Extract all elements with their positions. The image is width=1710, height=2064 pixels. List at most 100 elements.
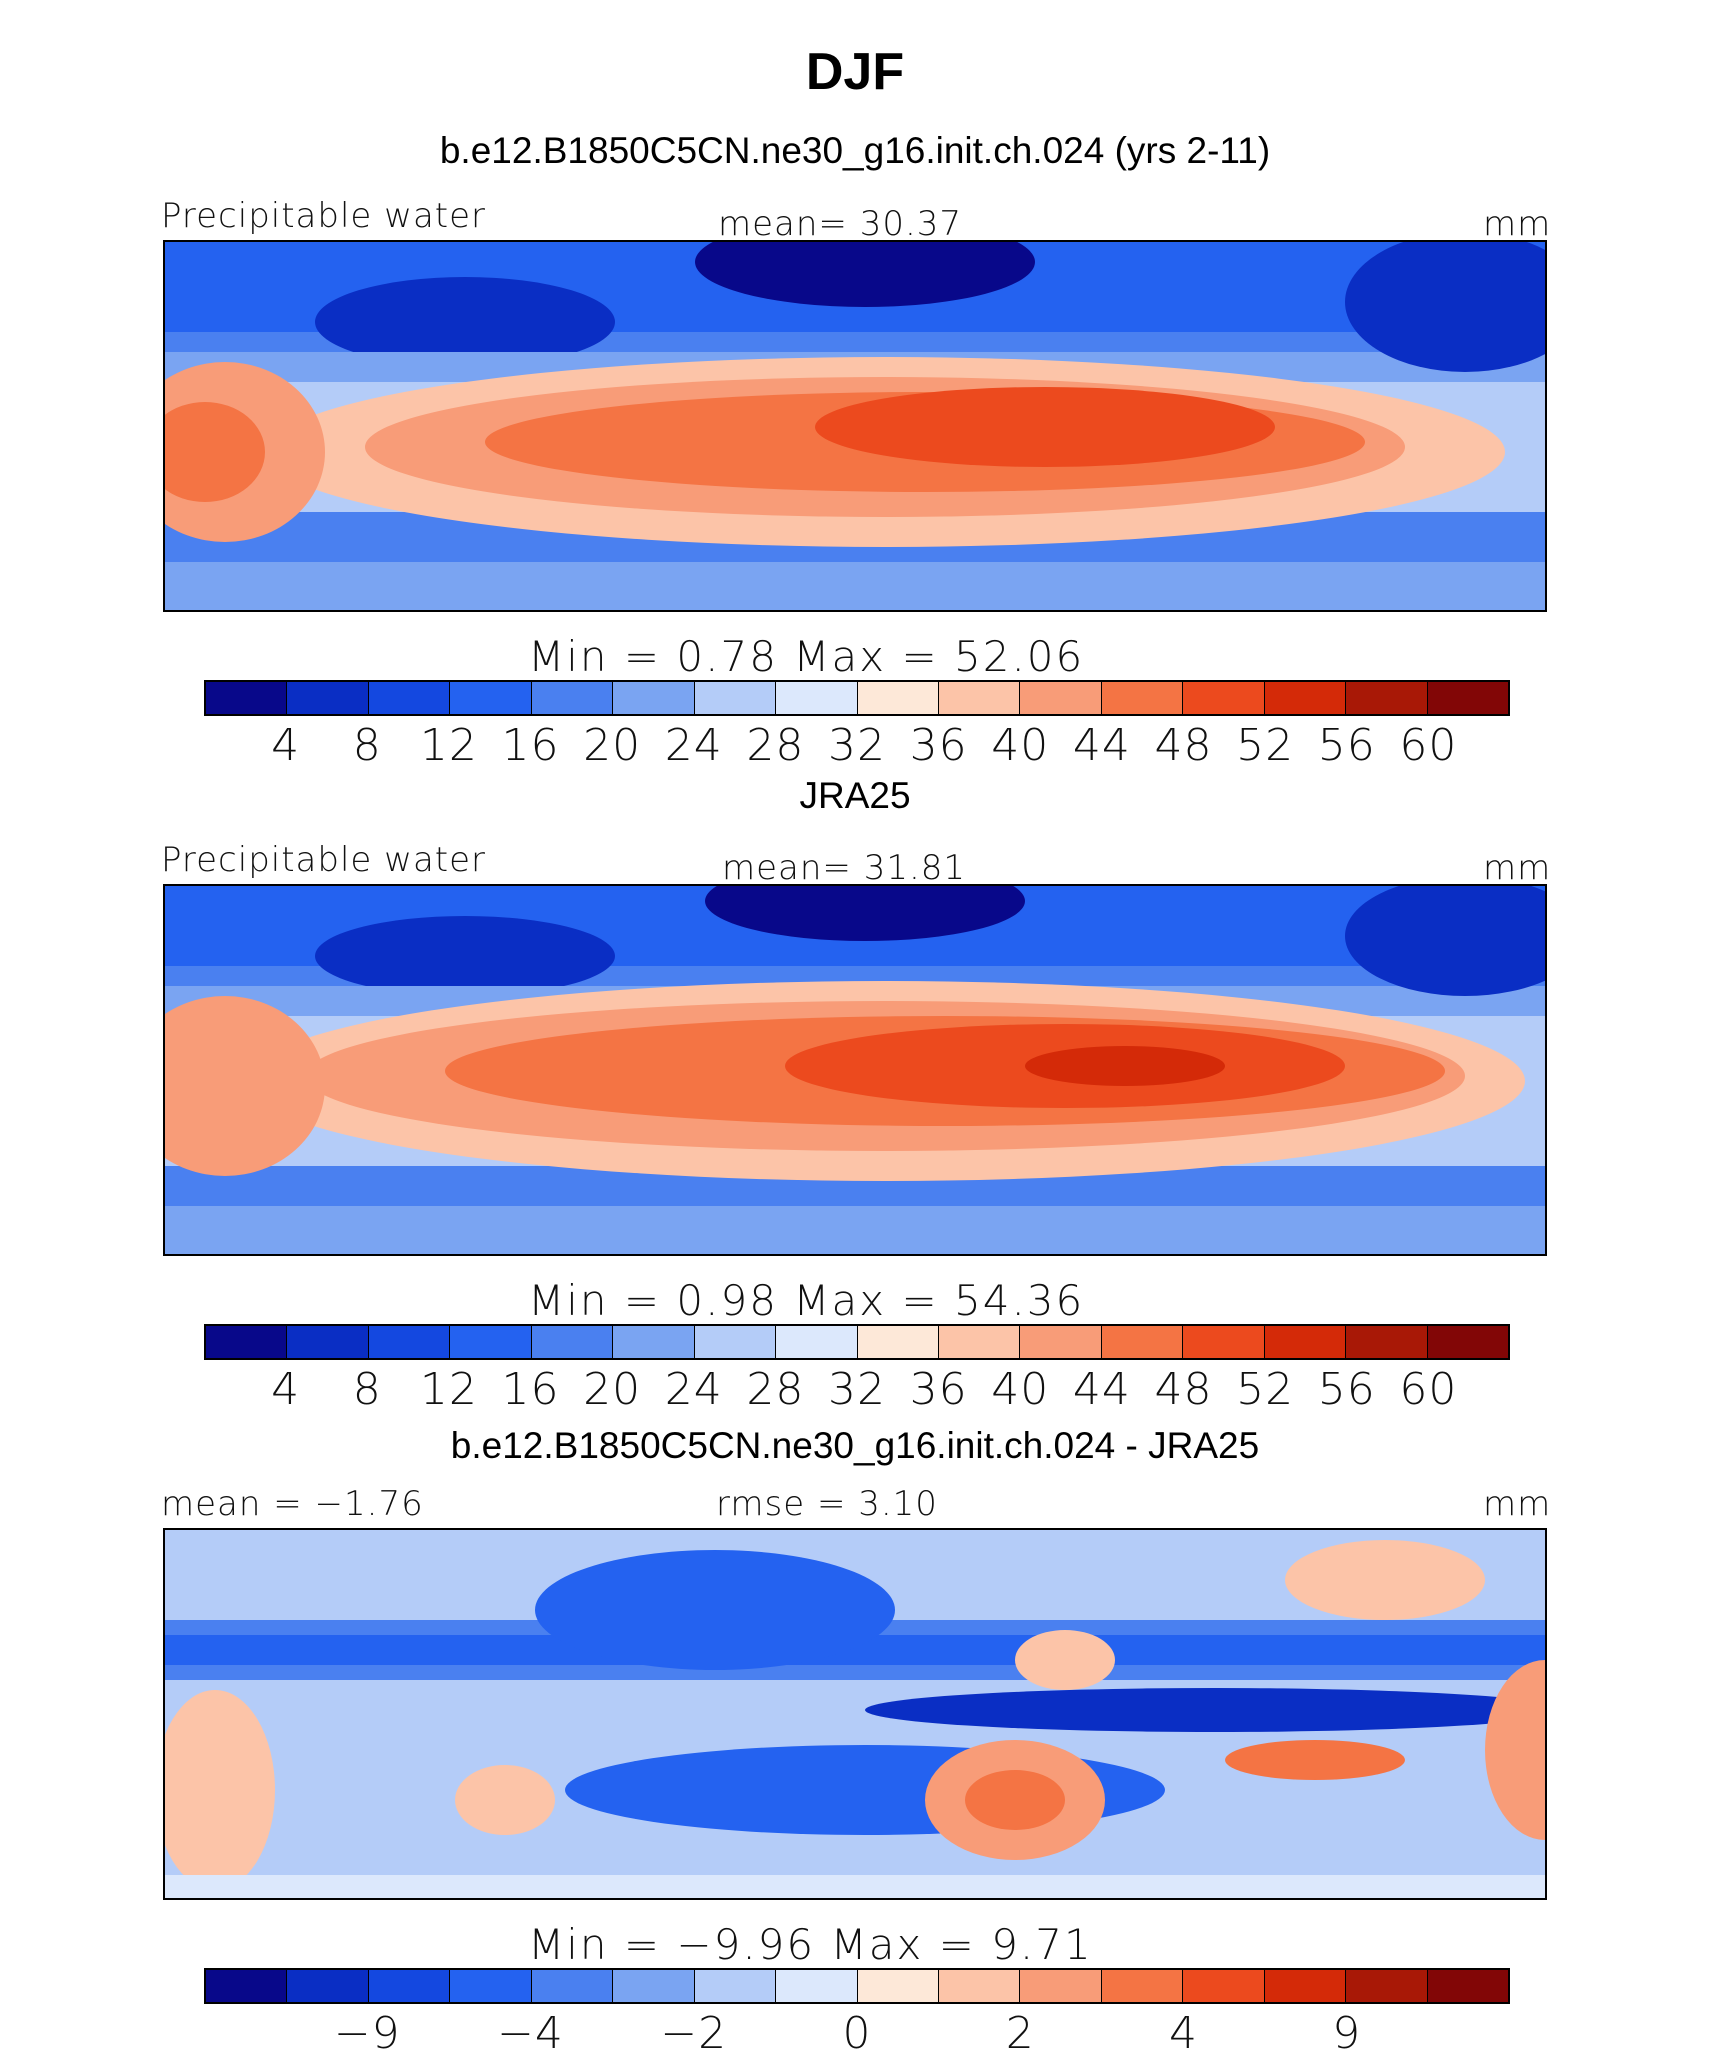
panel-1-mean-label: mean= 30.37 <box>718 204 963 244</box>
panel-1-tick-label: 24 <box>664 720 723 771</box>
panel-2-field <box>165 886 1545 1254</box>
panel-1-tick-label: 40 <box>991 720 1050 771</box>
figure-title: DJF <box>805 43 905 101</box>
panel-1-colorbar-box <box>776 682 858 714</box>
panel-3-tick-label: −9 <box>333 2008 401 2059</box>
panel-2-colorbar-box <box>1346 1326 1428 1358</box>
panel-2-title: JRA25 <box>799 775 911 816</box>
panel-2-colorbar-box <box>368 1326 451 1358</box>
panel-1-colorbar-box <box>450 682 532 714</box>
panel-1-tick-label: 28 <box>746 720 805 771</box>
panel-2-tick-label: 8 <box>352 1364 382 1415</box>
panel-3-colorbar-box <box>694 1970 777 2002</box>
panel-3-colorbar-box <box>613 1970 695 2002</box>
panel-3-tick-label: −4 <box>497 2008 564 2059</box>
panel-1-tick-label: 48 <box>1154 720 1213 771</box>
panel-2-colorbar-box <box>613 1326 695 1358</box>
panel-1-field <box>165 242 1545 610</box>
panel-2-mean-label: mean= 31.81 <box>722 848 967 888</box>
panel-1-tick-label: 12 <box>419 720 478 771</box>
panel-2-colorbar <box>204 1324 1510 1360</box>
panel-3-tick-label: 4 <box>1169 2008 1198 2059</box>
panel-2-colorbar-box <box>531 1326 614 1358</box>
panel-1-tick-label: 36 <box>909 720 968 771</box>
panel-2-colorbar-box <box>857 1326 939 1358</box>
panel-2-colorbar-box <box>206 1326 288 1358</box>
panel-2-colorbar-box <box>1264 1326 1347 1358</box>
panel-1-tick-label: 60 <box>1399 720 1458 771</box>
panel-1-tick-label: 8 <box>352 720 382 771</box>
panel-3-tick-label: −2 <box>660 2008 728 2059</box>
panel-2-tick-label: 40 <box>991 1364 1050 1415</box>
panel-2-tick-label: 48 <box>1154 1364 1213 1415</box>
panel-3-tick-label: 2 <box>1005 2008 1035 2059</box>
panel-1-colorbar-box <box>938 682 1021 714</box>
panel-1-colorbar <box>204 680 1510 716</box>
panel-1-tick-label: 32 <box>828 720 886 771</box>
panel-1-tick-label: 56 <box>1317 720 1376 771</box>
panel-2-colorbar-box <box>1020 1326 1102 1358</box>
panel-2-colorbar-box <box>776 1326 858 1358</box>
panel-2-tick-label: 12 <box>419 1364 478 1415</box>
panel-1-colorbar-box <box>206 682 288 714</box>
panel-2-minmax: Min = 0.98 Max = 54.36 <box>528 1276 1085 1325</box>
panel-1-minmax: Min = 0.78 Max = 52.06 <box>528 632 1085 681</box>
panel-2-colorbar-box <box>1427 1326 1508 1358</box>
panel-3-colorbar-box <box>1183 1970 1265 2002</box>
panel-1-colorbar-box <box>857 682 939 714</box>
panel-3-colorbar-box <box>938 1970 1021 2002</box>
panel-1-tick-label: 20 <box>583 720 642 771</box>
panel-3-colorbar-box <box>287 1970 369 2002</box>
panel-2-variable-label: Precipitable water <box>161 840 487 880</box>
panel-2-colorbar-box <box>694 1326 777 1358</box>
panel-2-tick-label: 28 <box>746 1364 805 1415</box>
panel-2-colorbar-box <box>1183 1326 1265 1358</box>
panel-2-tick-label: 20 <box>583 1364 642 1415</box>
panel-2-colorbar-box <box>1101 1326 1184 1358</box>
panel-2-tick-label: 36 <box>909 1364 968 1415</box>
panel-1-colorbar-box <box>287 682 369 714</box>
panel-2-tick-label: 24 <box>664 1364 723 1415</box>
panel-2-colorbar-box <box>287 1326 369 1358</box>
panel-1-colorbar-box <box>1101 682 1184 714</box>
panel-3-colorbar-box <box>1346 1970 1428 2002</box>
panel-3-mean-label: mean = −1.76 <box>161 1484 424 1524</box>
panel-1-colorbar-box <box>1183 682 1265 714</box>
panel-3-rmse-label: rmse = 3.10 <box>716 1484 938 1524</box>
panel-3-map <box>163 1528 1547 1900</box>
panel-3-units: mm <box>1483 1484 1552 1524</box>
panel-1-colorbar-box <box>613 682 695 714</box>
panel-3-colorbar <box>204 1968 1510 2004</box>
panel-3-colorbar-box <box>368 1970 451 2002</box>
panel-2-colorbar-box <box>938 1326 1021 1358</box>
panel-1-title: b.e12.B1850C5CN.ne30_g16.init.ch.024 (yr… <box>439 130 1271 171</box>
panel-3-field <box>165 1530 1545 1898</box>
panel-1-colorbar-box <box>1020 682 1102 714</box>
panel-1-tick-label: 4 <box>271 720 301 771</box>
panel-2-tick-label: 16 <box>501 1364 560 1415</box>
panel-3-colorbar-box <box>1101 1970 1184 2002</box>
panel-3-tick-label: 0 <box>842 2008 872 2059</box>
panel-2-units: mm <box>1483 848 1552 888</box>
panel-2-tick-label: 32 <box>828 1364 886 1415</box>
panel-1-colorbar-box <box>368 682 451 714</box>
panel-1-colorbar-box <box>1346 682 1428 714</box>
panel-2-tick-label: 56 <box>1317 1364 1376 1415</box>
panel-2-tick-label: 60 <box>1399 1364 1458 1415</box>
panel-2-map <box>163 884 1547 1256</box>
panel-2-tick-label: 52 <box>1236 1364 1295 1415</box>
panel-1-units: mm <box>1483 204 1552 244</box>
panel-3-colorbar-box <box>531 1970 614 2002</box>
panel-1-map <box>163 240 1547 612</box>
panel-2-tick-label: 4 <box>271 1364 301 1415</box>
panel-3-colorbar-box <box>857 1970 939 2002</box>
panel-3-colorbar-box <box>450 1970 532 2002</box>
panel-1-tick-label: 16 <box>501 720 560 771</box>
panel-1-variable-label: Precipitable water <box>161 196 487 236</box>
panel-1-colorbar-box <box>1427 682 1508 714</box>
panel-2-tick-label: 44 <box>1072 1364 1131 1415</box>
panel-1-tick-label: 44 <box>1072 720 1131 771</box>
panel-3-colorbar-box <box>206 1970 288 2002</box>
panel-3-colorbar-box <box>1264 1970 1347 2002</box>
panel-2-colorbar-box <box>450 1326 532 1358</box>
